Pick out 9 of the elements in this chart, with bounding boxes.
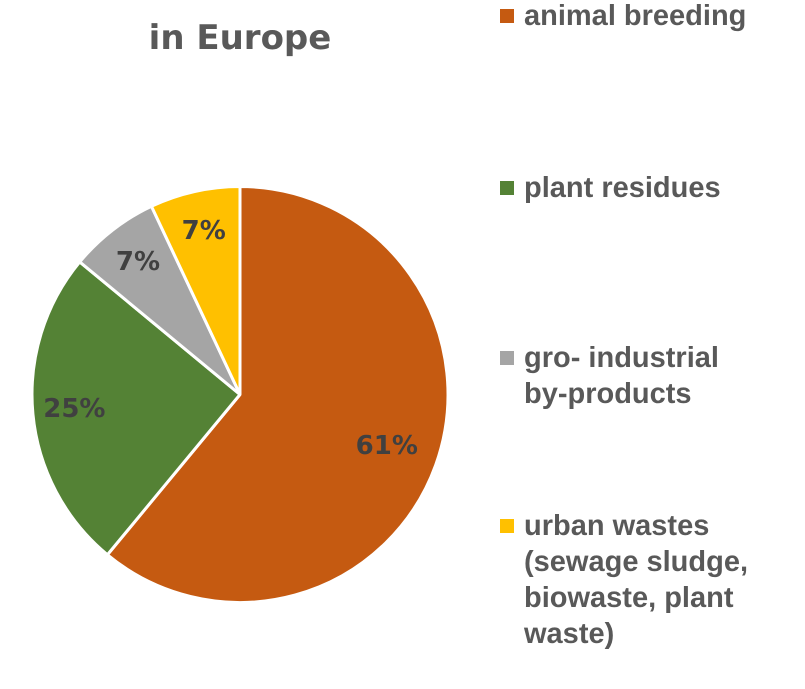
data-label: 25% [43, 394, 106, 424]
legend-label: animal breeding [524, 0, 746, 34]
chart-title: in Europe [148, 18, 332, 58]
data-label: 61% [356, 431, 418, 462]
legend-label: urban wastes (sewage sludge, biowaste, plant waste) [524, 509, 750, 652]
legend-label: plant residues [524, 171, 721, 206]
data-label: 7% [182, 216, 226, 246]
data-label: 7% [116, 246, 160, 277]
legend-label: gro- industrial by-products [524, 341, 720, 412]
